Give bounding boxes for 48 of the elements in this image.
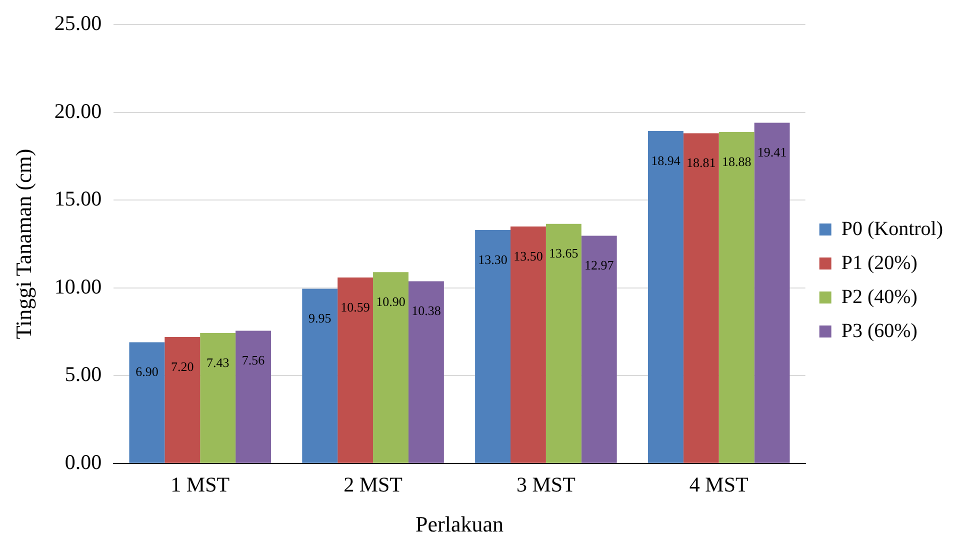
y-tick-label: 25.00 — [54, 11, 102, 36]
data-label: 9.95 — [308, 310, 332, 326]
data-label: 10.38 — [412, 303, 441, 318]
x-axis-title: Perlakuan — [416, 512, 504, 537]
y-tick-label: 5.00 — [64, 362, 102, 386]
y-axis-title: Tinggi Tanaman (cm) — [10, 148, 36, 340]
legend-label: P0 (Kontrol) — [841, 218, 944, 240]
bar — [475, 230, 511, 463]
legend-label: P3 (60%) — [841, 320, 918, 342]
bar — [129, 342, 165, 463]
y-tick-label: 0.00 — [64, 450, 102, 474]
bar — [236, 330, 272, 463]
x-tick-label: 4 MST — [689, 472, 749, 497]
legend-label: P2 (40%) — [841, 286, 918, 308]
bar — [338, 278, 374, 463]
data-label: 13.30 — [478, 252, 508, 267]
data-label: 7.20 — [171, 358, 194, 374]
bar — [510, 226, 546, 463]
bar — [648, 130, 684, 463]
bar — [200, 332, 236, 463]
bar — [408, 281, 444, 463]
bar — [754, 122, 790, 463]
data-label: 12.97 — [584, 258, 614, 273]
data-label: 10.90 — [376, 294, 406, 310]
bar — [546, 224, 582, 463]
bar — [683, 133, 719, 463]
bar — [581, 236, 617, 463]
x-tick-label: 3 MST — [516, 472, 576, 497]
data-label: 18.88 — [722, 154, 752, 169]
data-label: 7.56 — [242, 352, 266, 368]
data-label: 18.81 — [686, 155, 716, 170]
data-label: 13.50 — [514, 248, 543, 264]
bar — [718, 132, 754, 463]
data-label: 13.65 — [549, 246, 578, 261]
data-label: 7.43 — [206, 354, 230, 370]
x-tick-label: 2 MST — [344, 472, 403, 497]
y-tick-label: 20.00 — [54, 98, 102, 123]
legend-label: P1 (20%) — [841, 252, 918, 274]
data-label: 10.59 — [340, 299, 370, 314]
bar — [373, 272, 408, 463]
bar — [302, 288, 338, 463]
bar — [164, 337, 200, 463]
x-tick-label: 1 MST — [170, 472, 230, 497]
y-tick-label: 15.00 — [54, 186, 102, 211]
data-label: 18.94 — [651, 152, 681, 168]
data-label: 6.90 — [136, 364, 158, 380]
y-tick-label: 10.00 — [54, 274, 102, 298]
data-label: 19.41 — [757, 144, 787, 160]
